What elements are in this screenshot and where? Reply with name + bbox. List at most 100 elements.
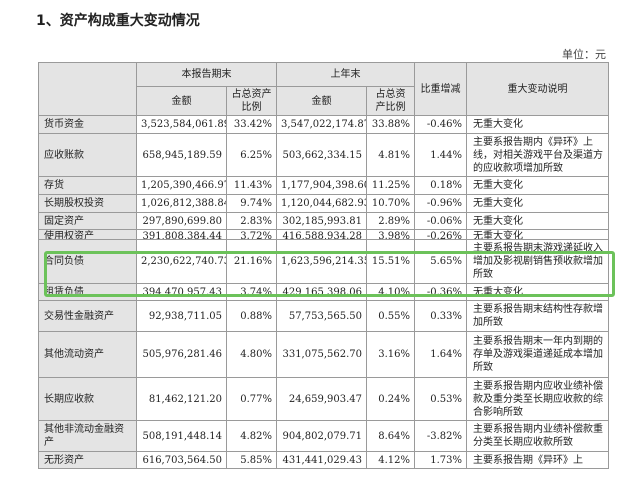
prev-pct: 0.24% <box>366 377 415 421</box>
cur-amount: 394,470,957.43 <box>136 283 227 301</box>
cur-pct: 3.74% <box>226 283 277 301</box>
change-note: 主要系报告期末一年内到期的存单及游戏渠道递延成本增加所致 <box>466 331 609 378</box>
ratio-change: 1.73% <box>414 451 467 469</box>
prev-pct: 4.10% <box>366 283 415 301</box>
change-note: 无重大变化 <box>466 212 609 230</box>
prev-pct: 3.16% <box>366 331 415 378</box>
row-name: 应收账款 <box>38 133 137 177</box>
change-note: 主要系报告期末游戏递延收入增加及影视剧销售预收款增加所致 <box>466 239 609 284</box>
change-note: 主要系报告期内《异环》上线，对相关游戏平台及渠道方的应收款项增加所致 <box>466 133 609 177</box>
prev-pct: 4.12% <box>366 451 415 469</box>
cur-amount: 297,890,699.80 <box>136 212 227 230</box>
ratio-change: 0.18% <box>414 176 467 195</box>
cur-amount: 508,191,448.14 <box>136 420 227 452</box>
ratio-change: 1.64% <box>414 331 467 378</box>
ratio-change: 5.65% <box>414 239 467 284</box>
ratio-change: -0.36% <box>414 283 467 301</box>
cur-pct: 21.16% <box>226 239 277 284</box>
cur-pct: 9.74% <box>226 194 277 213</box>
prev-amount: 24,659,903.47 <box>276 377 367 421</box>
prev-amount: 429,165,398.06 <box>276 283 367 301</box>
cur-amount: 658,945,189.59 <box>136 133 227 177</box>
cur-pct: 11.43% <box>226 176 277 195</box>
prev-amount: 904,802,079.71 <box>276 420 367 452</box>
ratio-change: 0.53% <box>414 377 467 421</box>
table-row-partial: 使用权资产 391,808,384.44 3.72% 416,588,934.2… <box>38 229 609 240</box>
prev-pct: 3.98% <box>366 229 415 240</box>
cur-pct: 5.85% <box>226 451 277 469</box>
ratio-change: -0.26% <box>414 229 467 240</box>
row-name: 长期股权投资 <box>38 194 137 213</box>
prev-pct: 8.64% <box>366 420 415 452</box>
cur-pct: 2.83% <box>226 212 277 230</box>
row-name: 其他非流动金融资产 <box>38 420 137 452</box>
change-note: 无重大变化 <box>466 229 609 240</box>
change-note: 无重大变化 <box>466 283 609 301</box>
prev-amount: 3,547,022,174.87 <box>276 115 367 134</box>
table-row: 长期股权投资 1,026,812,388.84 9.74% 1,120,044,… <box>38 194 609 213</box>
table-row: 应收账款 658,945,189.59 6.25% 503,662,334.15… <box>38 133 609 177</box>
row-name: 合同负债 <box>38 239 137 284</box>
row-name: 租赁负债 <box>38 283 137 301</box>
cur-amount: 1,026,812,388.84 <box>136 194 227 213</box>
header-prev-share: 占总资产比例 <box>366 86 415 116</box>
cur-amount: 1,205,390,466.97 <box>136 176 227 195</box>
header-blank <box>38 62 137 116</box>
header-cur-share: 占总资产比例 <box>226 86 277 116</box>
prev-amount: 302,185,993.81 <box>276 212 367 230</box>
row-name: 固定资产 <box>38 212 137 230</box>
change-note: 主要系报告期内应收业绩补偿款及重分类至长期应收款的综合影响所致 <box>466 377 609 421</box>
table-row: 固定资产 297,890,699.80 2.83% 302,185,993.81… <box>38 212 609 230</box>
cur-pct: 4.82% <box>226 420 277 452</box>
header-current-period: 本报告期末 <box>136 62 277 87</box>
section-title: 1、资产构成重大变动情况 <box>36 13 200 29</box>
prev-amount: 431,441,029.43 <box>276 451 367 469</box>
prev-pct: 0.55% <box>366 300 415 332</box>
cur-amount: 2,230,622,740.73 <box>136 239 227 284</box>
prev-amount: 1,120,044,682.93 <box>276 194 367 213</box>
cur-pct: 0.77% <box>226 377 277 421</box>
change-note: 无重大变化 <box>466 176 609 195</box>
cur-amount: 391,808,384.44 <box>136 229 227 240</box>
ratio-change: 1.44% <box>414 133 467 177</box>
table-row-highlighted: 合同负债 2,230,622,740.73 21.16% 1,623,596,2… <box>38 239 609 284</box>
ratio-change: -3.82% <box>414 420 467 452</box>
table-row: 货币资金 3,523,584,061.89 33.42% 3,547,022,1… <box>38 115 609 134</box>
prev-pct: 11.25% <box>366 176 415 195</box>
row-name: 存货 <box>38 176 137 195</box>
prev-amount: 1,177,904,398.60 <box>276 176 367 195</box>
prev-amount: 416,588,934.28 <box>276 229 367 240</box>
cur-pct: 6.25% <box>226 133 277 177</box>
prev-pct: 2.89% <box>366 212 415 230</box>
prev-pct: 10.70% <box>366 194 415 213</box>
cur-amount: 3,523,584,061.89 <box>136 115 227 134</box>
prev-amount: 503,662,334.15 <box>276 133 367 177</box>
header-explanation: 重大变动说明 <box>466 62 609 116</box>
unit-label: 单位：元 <box>562 48 606 61</box>
ratio-change: -0.96% <box>414 194 467 213</box>
table-row: 长期应收款 81,462,121.20 0.77% 24,659,903.47 … <box>38 377 609 421</box>
ratio-change: 0.33% <box>414 300 467 332</box>
prev-amount: 331,075,562.70 <box>276 331 367 378</box>
table-row: 存货 1,205,390,466.97 11.43% 1,177,904,398… <box>38 176 609 195</box>
table-row: 其他非流动金融资产 508,191,448.14 4.82% 904,802,0… <box>38 420 609 452</box>
change-note: 无重大变化 <box>466 194 609 213</box>
ratio-change: -0.46% <box>414 115 467 134</box>
table-row: 无形资产 616,703,564.50 5.85% 431,441,029.43… <box>38 451 609 469</box>
cur-amount: 92,938,711.05 <box>136 300 227 332</box>
asset-change-table: 本报告期末 上年末 比重增减 重大变动说明 金额 占总资产比例 金额 占总资产比… <box>38 62 609 469</box>
table-row: 其他流动资产 505,976,281.46 4.80% 331,075,562.… <box>38 331 609 378</box>
header-prev-amount: 金额 <box>276 86 367 116</box>
cur-pct: 33.42% <box>226 115 277 134</box>
cur-pct: 0.88% <box>226 300 277 332</box>
change-note: 主要系报告期内业绩补偿款重分类至长期应收款所致 <box>466 420 609 452</box>
table-row: 交易性金融资产 92,938,711.05 0.88% 57,753,565.5… <box>38 300 609 332</box>
prev-pct: 33.88% <box>366 115 415 134</box>
cur-amount: 616,703,564.50 <box>136 451 227 469</box>
prev-amount: 57,753,565.50 <box>276 300 367 332</box>
row-name: 使用权资产 <box>38 229 137 240</box>
prev-pct: 4.81% <box>366 133 415 177</box>
row-name: 货币资金 <box>38 115 137 134</box>
change-note: 无重大变化 <box>466 115 609 134</box>
row-name: 交易性金融资产 <box>38 300 137 332</box>
